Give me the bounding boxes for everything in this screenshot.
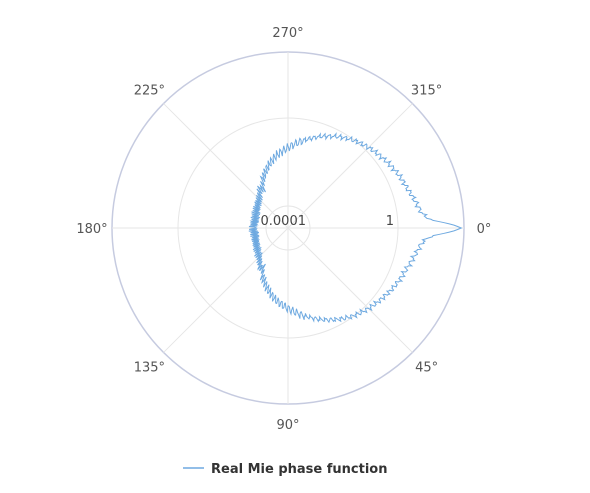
series-layer [248,132,463,324]
angular-grid-line [163,227,289,353]
tick-labels: 0° 45° 90° 135° 180° 225° 270° 315° 0.0001 1 [76,26,491,433]
angular-tick-label: 90° [276,418,299,433]
angular-grid-line [163,103,289,229]
angular-tick-label: 135° [134,361,165,376]
polar-grid [111,51,465,405]
angular-tick-label: 225° [134,83,165,98]
series-line-0 [248,132,463,324]
radial-tick-label: 0.0001 [261,214,307,229]
angular-tick-label: 315° [411,83,442,98]
angular-grid-line [287,103,413,229]
legend[interactable]: Real Mie phase function [183,462,387,477]
legend-label[interactable]: Real Mie phase function [211,462,387,477]
angular-tick-label: 180° [76,222,107,237]
angular-tick-label: 270° [272,26,303,41]
radial-tick-label: 1 [386,214,394,229]
angular-tick-label: 45° [415,361,438,376]
angular-grid-line [287,227,413,353]
angular-tick-label: 0° [477,222,492,237]
